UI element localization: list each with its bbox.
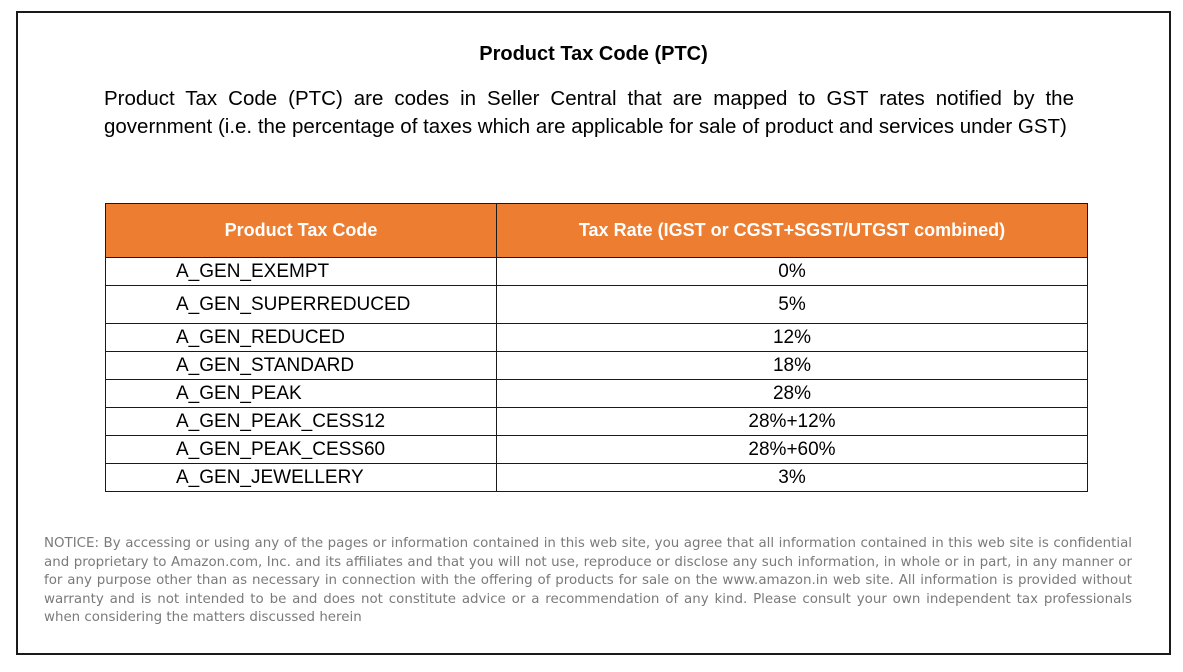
table-row: A_GEN_SUPERREDUCED 5%	[105, 285, 1088, 324]
table-header-row: Product Tax Code Tax Rate (IGST or CGST+…	[105, 203, 1088, 258]
product-tax-code-cell: A_GEN_SUPERREDUCED	[105, 285, 497, 324]
product-tax-code-cell: A_GEN_EXEMPT	[105, 257, 497, 286]
table-row: A_GEN_PEAK_CESS12 28%+12%	[105, 407, 1088, 436]
product-tax-code-cell: A_GEN_STANDARD	[105, 351, 497, 380]
document-frame: Product Tax Code (PTC) Product Tax Code …	[16, 11, 1171, 655]
tax-rate-cell: 0%	[496, 257, 1088, 286]
tax-rate-cell: 18%	[496, 351, 1088, 380]
table-row: A_GEN_EXEMPT 0%	[105, 257, 1088, 286]
tax-rate-cell: 28%+12%	[496, 407, 1088, 436]
intro-paragraph: Product Tax Code (PTC) are codes in Sell…	[104, 87, 1074, 138]
table-row: A_GEN_JEWELLERY 3%	[105, 463, 1088, 492]
page-title: Product Tax Code (PTC)	[479, 43, 708, 65]
tax-rate-cell: 28%+60%	[496, 435, 1088, 464]
tax-rate-cell: 28%	[496, 379, 1088, 408]
product-tax-code-cell: A_GEN_PEAK_CESS60	[105, 435, 497, 464]
table-row: A_GEN_PEAK_CESS60 28%+60%	[105, 435, 1088, 464]
product-tax-code-cell: A_GEN_JEWELLERY	[105, 463, 497, 492]
table-row: A_GEN_STANDARD 18%	[105, 351, 1088, 380]
product-tax-code-cell: A_GEN_PEAK_CESS12	[105, 407, 497, 436]
tax-rate-cell: 3%	[496, 463, 1088, 492]
product-tax-code-cell: A_GEN_PEAK	[105, 379, 497, 408]
header-tax-rate: Tax Rate (IGST or CGST+SGST/UTGST combin…	[496, 203, 1088, 258]
tax-rate-cell: 5%	[496, 285, 1088, 324]
tax-code-table: Product Tax Code Tax Rate (IGST or CGST+…	[105, 203, 1088, 492]
table-row: A_GEN_REDUCED 12%	[105, 323, 1088, 352]
tax-rate-cell: 12%	[496, 323, 1088, 352]
header-product-tax-code: Product Tax Code	[105, 203, 497, 258]
legal-notice: NOTICE: By accessing or using any of the…	[44, 536, 1132, 625]
product-tax-code-cell: A_GEN_REDUCED	[105, 323, 497, 352]
table-row: A_GEN_PEAK 28%	[105, 379, 1088, 408]
